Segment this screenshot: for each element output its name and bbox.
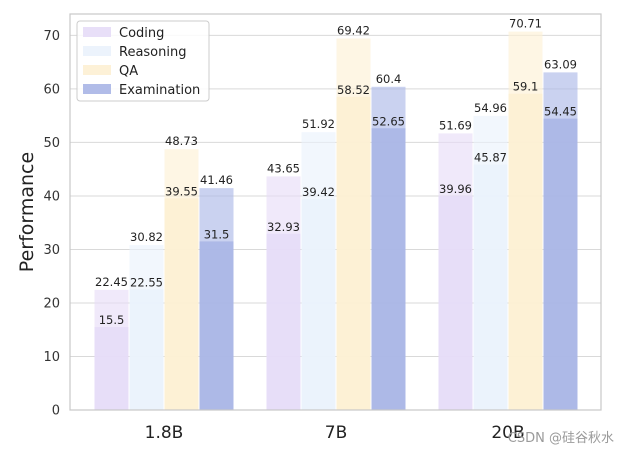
- y-tick-labels: 0 10 20 30 40 50 60 70: [43, 29, 60, 419]
- y-tick-label: 70: [43, 29, 60, 44]
- legend-label: Reasoning: [119, 45, 186, 60]
- data-label-upper: 54.96: [474, 101, 507, 115]
- x-tick-label: 1.8B: [145, 423, 184, 443]
- y-tick-label: 0: [52, 404, 60, 419]
- data-label-upper: 69.42: [337, 24, 370, 38]
- data-label-upper: 48.73: [165, 134, 198, 148]
- y-axis-label: Performance: [16, 152, 38, 272]
- x-tick-labels: 1.8B 7B 20B: [145, 423, 525, 443]
- legend-label: Coding: [119, 26, 164, 41]
- legend-swatch: [83, 84, 111, 94]
- bar-lower: [164, 198, 199, 410]
- y-tick-label: 10: [43, 350, 60, 365]
- data-label-lower: 39.42: [302, 185, 335, 199]
- legend-swatch: [83, 27, 111, 37]
- legend-swatch: [83, 65, 111, 75]
- bar-lower: [301, 199, 336, 410]
- legend-box: [76, 20, 210, 102]
- data-label-upper: 60.4: [376, 72, 402, 86]
- bar-lower: [438, 196, 473, 410]
- data-label-lower: 54.45: [544, 105, 577, 119]
- x-tick-label: 7B: [325, 423, 347, 443]
- y-tick-label: 20: [43, 296, 60, 311]
- y-tick-label: 50: [43, 136, 60, 151]
- data-label-lower: 31.5: [204, 227, 230, 241]
- x-tick-label: 20B: [491, 423, 524, 443]
- watermark: CSDN @硅谷秋水: [508, 431, 614, 446]
- data-label-upper: 43.65: [267, 161, 300, 175]
- data-label-upper: 63.09: [544, 57, 577, 71]
- bar-lower: [473, 164, 508, 410]
- data-label-upper: 30.82: [130, 230, 163, 244]
- bar-lower: [266, 233, 301, 410]
- data-label-lower: 59.1: [513, 80, 539, 94]
- legend-label: Examination: [119, 83, 200, 98]
- bar-lower: [371, 128, 406, 411]
- legend: Coding Reasoning QA Examination: [76, 20, 210, 102]
- bar-lower: [94, 327, 129, 410]
- data-label-upper: 22.45: [95, 275, 128, 289]
- data-label-lower: 45.87: [474, 151, 507, 165]
- data-label-upper: 51.92: [302, 117, 335, 131]
- plot-frame: [69, 13, 602, 411]
- bar-lower: [508, 93, 543, 410]
- y-tick-label: 40: [43, 189, 60, 204]
- data-label-lower: 15.5: [99, 313, 125, 327]
- data-label-upper: 70.71: [509, 17, 542, 31]
- bar-lower: [199, 241, 234, 410]
- bars: [94, 31, 578, 411]
- legend-swatch: [83, 46, 111, 56]
- data-label-lower: 39.55: [165, 184, 198, 198]
- data-label-lower: 32.93: [267, 220, 300, 234]
- data-label-upper: 51.69: [439, 118, 472, 132]
- bar-lower: [543, 118, 578, 410]
- bar-lower: [129, 289, 164, 410]
- y-tick-label: 30: [43, 243, 60, 258]
- data-label-lower: 52.65: [372, 114, 405, 128]
- legend-label: QA: [119, 64, 138, 79]
- data-label-lower: 39.96: [439, 182, 472, 196]
- data-label-lower: 58.52: [337, 83, 370, 97]
- y-tick-label: 60: [43, 82, 60, 97]
- bar-lower: [336, 96, 371, 410]
- data-label-lower: 22.55: [130, 275, 163, 289]
- data-label-upper: 41.46: [200, 173, 233, 187]
